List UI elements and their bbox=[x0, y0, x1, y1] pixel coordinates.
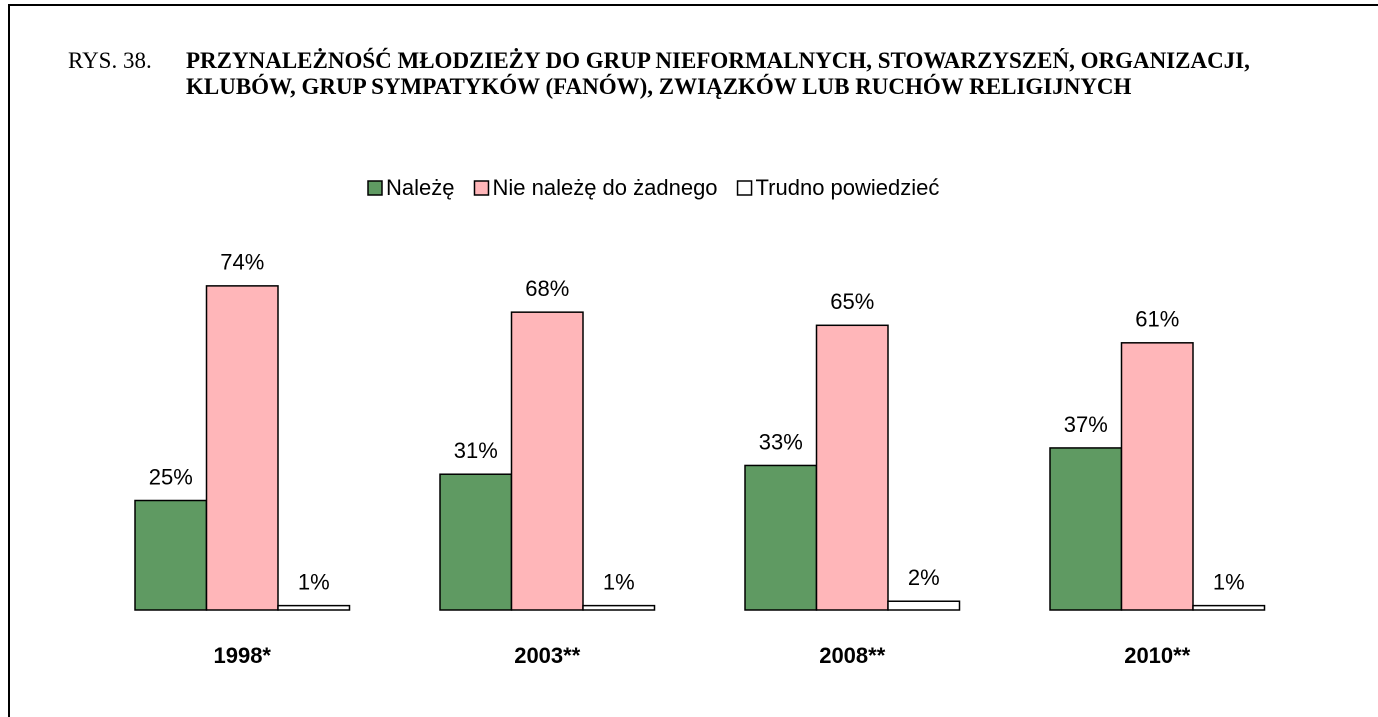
legend-swatch bbox=[736, 180, 753, 196]
legend-swatch bbox=[473, 180, 490, 196]
frame bbox=[8, 4, 1378, 717]
bar bbox=[1049, 447, 1123, 611]
bar bbox=[277, 604, 351, 611]
x-tick-label: 2003** bbox=[514, 643, 581, 668]
bar bbox=[582, 604, 656, 611]
bar bbox=[815, 324, 889, 611]
value-label: 1% bbox=[298, 569, 330, 594]
value-label: 1% bbox=[603, 569, 635, 594]
value-label: 61% bbox=[1135, 307, 1179, 332]
chart-title: PRZYNALEŻNOŚĆ MŁODZIEŻY DO GRUP NIEFORMA… bbox=[186, 48, 1250, 99]
x-tick-label: 2010** bbox=[1124, 643, 1191, 668]
bar bbox=[439, 473, 513, 611]
value-label: 33% bbox=[759, 429, 803, 454]
bar bbox=[1120, 342, 1194, 611]
bar bbox=[744, 464, 818, 611]
x-tick-label: 2008** bbox=[819, 643, 886, 668]
value-label: 65% bbox=[830, 289, 874, 314]
legend-label: Nie należę do żadnego bbox=[492, 175, 717, 200]
legend-swatch bbox=[367, 180, 383, 196]
value-label: 37% bbox=[1064, 412, 1108, 437]
x-tick-label: 1998* bbox=[213, 643, 271, 668]
legend-label: Trudno powiedzieć bbox=[756, 175, 940, 200]
bar bbox=[1192, 604, 1266, 611]
bar bbox=[134, 499, 208, 611]
value-label: 2% bbox=[908, 565, 940, 590]
value-label: 31% bbox=[454, 438, 498, 463]
value-label: 68% bbox=[525, 276, 569, 301]
value-label: 74% bbox=[220, 250, 264, 275]
legend-label: Należę bbox=[386, 175, 454, 200]
figure-label: RYS. 38. bbox=[68, 48, 152, 73]
bar bbox=[510, 311, 584, 611]
value-label: 25% bbox=[149, 464, 193, 489]
value-label: 1% bbox=[1213, 569, 1245, 594]
bar bbox=[205, 285, 279, 611]
bar bbox=[887, 600, 961, 611]
